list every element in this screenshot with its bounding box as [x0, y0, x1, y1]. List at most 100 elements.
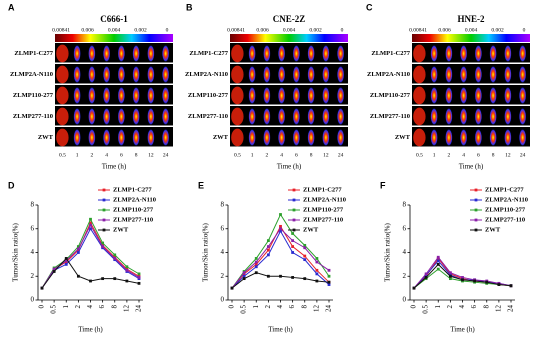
mouse-signal	[161, 65, 170, 84]
mouse-signal	[263, 128, 271, 147]
panel-title: C666-1	[100, 14, 128, 24]
data-point	[291, 251, 295, 254]
mouse-signal	[88, 65, 96, 84]
mouse-signal	[263, 44, 271, 63]
row-label: ZLMP1-C277	[189, 50, 228, 57]
legend-marker	[102, 198, 106, 202]
x-axis-title: Time (h)	[277, 163, 302, 171]
y-tick-label: 6	[31, 224, 35, 232]
data-point	[242, 274, 246, 278]
mouse-signal	[322, 128, 330, 147]
scale-tick-label: 0	[166, 27, 169, 33]
mouse-signal	[504, 86, 512, 105]
row-label: ZLMP110-277	[370, 92, 411, 99]
data-point	[137, 272, 141, 276]
panel-label: F	[380, 180, 386, 190]
scale-tick-label: 0.006	[438, 27, 451, 33]
data-point	[76, 245, 80, 248]
mouse-signal	[73, 86, 81, 105]
legend-marker	[292, 198, 296, 202]
mouse-signal	[504, 128, 512, 147]
mouse-signal	[102, 128, 111, 147]
data-point	[242, 271, 246, 275]
row-label: ZLMP110-277	[13, 92, 54, 99]
scale-tick-label: 0.002	[134, 27, 147, 33]
mouse-signal	[73, 128, 81, 147]
data-point	[89, 223, 92, 227]
row-label: ZWT	[38, 134, 54, 141]
mouse-signal	[413, 107, 426, 126]
data-point	[125, 265, 129, 269]
data-point	[254, 260, 258, 264]
mouse-signal	[336, 107, 345, 126]
image-row	[55, 127, 173, 147]
y-tick-label: 6	[403, 224, 407, 232]
mouse-signal	[56, 65, 69, 84]
mouse-signal	[336, 128, 345, 147]
data-point	[448, 277, 452, 281]
x-axis-title: Time (h)	[78, 326, 103, 334]
color-scale	[230, 34, 348, 42]
mouse-signal	[161, 86, 170, 105]
time-label: 2	[448, 152, 451, 158]
data-point	[303, 254, 307, 258]
mouse-signal	[413, 44, 426, 63]
time-label: 8	[492, 152, 495, 158]
series-line	[41, 257, 140, 289]
x-tick-label: 24	[135, 305, 143, 313]
time-label: 1	[76, 152, 79, 158]
data-point	[485, 280, 489, 284]
mouse-signal	[474, 44, 483, 63]
row-label: ZLMP277-110	[13, 113, 53, 120]
image-row	[55, 43, 173, 63]
mouse-signal	[263, 107, 271, 126]
mouse-signal	[489, 86, 497, 105]
x-tick-label: 4	[276, 305, 284, 309]
y-tick-label: 0	[31, 296, 35, 304]
mouse-signal	[413, 65, 426, 84]
mouse-signal	[292, 128, 301, 147]
mouse-signal	[307, 107, 315, 126]
mouse-signal	[292, 44, 301, 63]
legend-marker	[102, 188, 106, 192]
data-point	[279, 229, 282, 233]
color-scale	[55, 34, 173, 42]
data-point	[436, 255, 440, 259]
data-point	[89, 217, 92, 221]
data-point	[254, 271, 258, 275]
x-tick-label: 2	[264, 305, 272, 309]
panel-label: C	[366, 2, 373, 12]
mouse-signal	[248, 86, 256, 105]
data-point	[279, 213, 282, 216]
data-point	[424, 276, 428, 279]
y-axis-title: Tumor/Skin ratio(%)	[202, 223, 210, 282]
mouse-signal	[489, 107, 497, 126]
mouse-signal	[132, 65, 140, 84]
x-axis-title: Time (h)	[450, 326, 475, 334]
mouse-signal	[161, 107, 170, 126]
legend-label: ZLMP277-110	[113, 216, 153, 223]
legend-label: ZLMP1-C277	[485, 186, 524, 193]
legend-label: ZWT	[113, 226, 129, 233]
time-label: 8	[135, 152, 138, 158]
data-point	[279, 227, 282, 231]
mouse-signal	[307, 44, 315, 63]
mouse-signal	[147, 107, 155, 126]
row-label: ZLMP110-277	[188, 92, 229, 99]
mouse-signal	[445, 65, 453, 84]
data-point	[291, 276, 295, 279]
mouse-signal	[132, 128, 140, 147]
mouse-signal	[248, 107, 256, 126]
data-point	[137, 276, 141, 279]
mouse-signal	[445, 86, 453, 105]
data-point	[279, 224, 282, 228]
y-tick-label: 4	[221, 248, 225, 256]
image-row	[230, 127, 348, 147]
scale-tick-label: 0.002	[491, 27, 504, 33]
mouse-signal	[474, 107, 483, 126]
legend-marker	[474, 188, 478, 192]
time-label: 6	[120, 152, 123, 158]
x-tick-label: 4	[86, 305, 94, 309]
x-tick-label: 0.5	[240, 305, 248, 314]
mouse-signal	[518, 107, 527, 126]
